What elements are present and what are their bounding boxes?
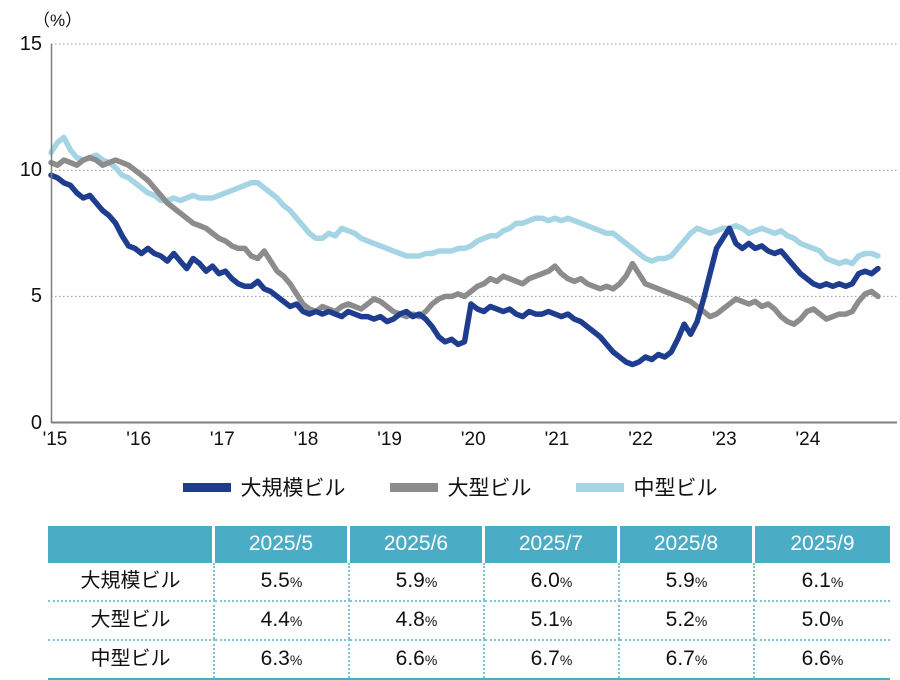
series-line-大規模ビル	[48, 172, 881, 368]
legend-item-大規模ビル: 大規模ビル	[182, 472, 346, 502]
value-number: 6.1	[801, 569, 831, 592]
value-percent-unit: %	[289, 613, 303, 629]
value-cell: 6.7%	[620, 639, 755, 678]
x-tick-label-24: '24	[795, 429, 821, 450]
value-cell: 4.8%	[350, 600, 485, 639]
legend-swatch-icon	[575, 482, 624, 492]
x-tick-label-17: '17	[209, 429, 235, 450]
series-line-大型ビル	[48, 154, 881, 327]
table-header-cell: 2025/8	[620, 526, 755, 563]
y-tick-label-15: 15	[19, 33, 42, 55]
value-number: 4.8	[395, 608, 425, 631]
value-percent-unit: %	[424, 613, 438, 629]
value-percent-unit: %	[289, 574, 303, 590]
value-percent-unit: %	[830, 652, 844, 668]
legend-swatch-icon	[182, 482, 231, 492]
value-percent-unit: %	[830, 574, 844, 590]
row-label-cell: 中型ビル	[48, 639, 215, 678]
x-tick-label-19: '19	[377, 429, 403, 450]
legend-label: 大規模ビル	[240, 477, 346, 500]
value-cell: 6.1%	[755, 563, 890, 600]
value-cell: 5.1%	[485, 600, 620, 639]
table-header-cell: 2025/9	[755, 526, 890, 563]
value-percent-unit: %	[830, 613, 844, 629]
value-cell: 6.7%	[485, 639, 620, 678]
value-number: 6.0	[530, 569, 560, 592]
value-percent-unit: %	[289, 652, 303, 668]
value-cell: 6.6%	[350, 639, 485, 678]
x-tick-label-21: '21	[544, 429, 570, 450]
value-cell: 6.0%	[485, 563, 620, 600]
value-number: 6.6	[395, 647, 425, 670]
value-percent-unit: %	[694, 652, 708, 668]
x-tick-label-18: '18	[293, 429, 319, 450]
value-percent-unit: %	[424, 652, 438, 668]
table-header-cell: 2025/6	[350, 526, 485, 563]
value-cell: 6.3%	[215, 639, 350, 678]
value-cell: 6.6%	[755, 639, 890, 678]
legend-swatch-icon	[389, 482, 438, 492]
value-number: 5.9	[395, 569, 425, 592]
value-percent-unit: %	[694, 613, 708, 629]
row-label-cell: 大型ビル	[48, 600, 215, 639]
value-number: 6.6	[801, 647, 831, 670]
table-header-corner-cell	[48, 526, 215, 563]
x-tick-label-23: '23	[711, 429, 737, 450]
value-cell: 5.9%	[350, 563, 485, 600]
y-tick-label-5: 5	[30, 285, 42, 308]
monthly-vacancy-table: 2025/5 2025/6 2025/7 2025/8 2025/9 大規模ビル 5.5% 5…	[48, 526, 890, 680]
table-row: 中型ビル 6.3% 6.6% 6.7% 6.7% 6.6%	[48, 639, 890, 678]
table-header-cell: 2025/5	[215, 526, 350, 563]
value-number: 5.1	[530, 608, 560, 631]
value-percent-unit: %	[559, 574, 573, 590]
legend-item-大型ビル: 大型ビル	[389, 472, 532, 502]
table-row: 大型ビル 4.4% 4.8% 5.1% 5.2% 5.0%	[48, 600, 890, 639]
value-cell: 4.4%	[215, 600, 350, 639]
x-tick-label-20: '20	[460, 429, 486, 450]
value-number: 6.7	[530, 647, 560, 670]
vacancy-rate-line-chart	[48, 43, 897, 424]
legend-label: 大型ビル	[447, 477, 532, 500]
value-percent-unit: %	[559, 652, 573, 668]
value-cell: 5.9%	[620, 563, 755, 600]
table-header-cell: 2025/7	[485, 526, 620, 563]
x-tick-label-22: '22	[628, 429, 653, 450]
row-label-cell: 大規模ビル	[48, 563, 215, 600]
series-line-中型ビル	[48, 134, 881, 267]
legend-item-中型ビル: 中型ビル	[575, 472, 718, 502]
y-axis-unit-label: （%）	[33, 11, 83, 30]
legend-label: 中型ビル	[633, 477, 718, 500]
x-tick-label-15: '15	[42, 429, 68, 450]
value-number: 5.0	[801, 608, 831, 631]
table-header-row: 2025/5 2025/6 2025/7 2025/8 2025/9	[48, 526, 890, 563]
value-percent-unit: %	[694, 574, 708, 590]
chart-series-lines	[48, 134, 881, 368]
value-cell: 5.0%	[755, 600, 890, 639]
value-percent-unit: %	[424, 574, 438, 590]
value-number: 5.9	[665, 569, 695, 592]
y-tick-label-0: 0	[30, 411, 42, 434]
value-percent-unit: %	[559, 613, 573, 629]
chart-legend: 大規模ビル 大型ビル 中型ビル	[0, 472, 900, 502]
y-tick-label-10: 10	[19, 159, 42, 182]
value-number: 5.2	[665, 608, 695, 631]
value-number: 5.5	[260, 569, 290, 592]
value-cell: 5.2%	[620, 600, 755, 639]
value-number: 6.3	[260, 647, 290, 670]
table-row: 大規模ビル 5.5% 5.9% 6.0% 5.9% 6.1%	[48, 563, 890, 600]
value-number: 6.7	[665, 647, 695, 670]
chart-gridlines	[51, 43, 897, 297]
value-number: 4.4	[260, 608, 290, 631]
x-tick-label-16: '16	[126, 429, 152, 450]
value-cell: 5.5%	[215, 563, 350, 600]
